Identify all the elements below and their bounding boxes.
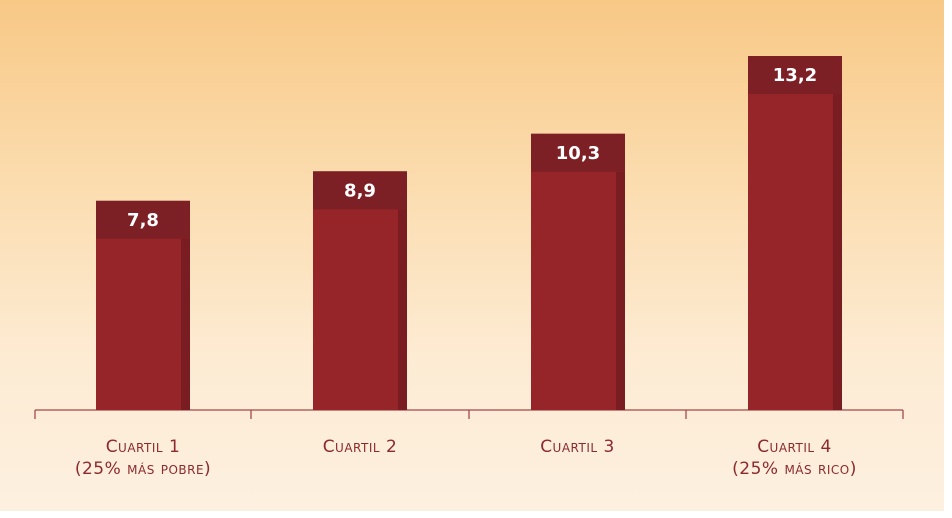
bar-shadow-cuartil-3 (616, 171, 625, 410)
value-label-cuartil-4: 13,2 (773, 65, 817, 86)
bar-shadow-cuartil-2 (398, 209, 407, 410)
bar-cuartil-4 (748, 56, 842, 410)
bar-cuartil-3 (531, 133, 625, 411)
bar-chart: 7,8 8,9 10,3 13,2 (34, 56, 904, 419)
category-label-line-1: Cuartil 1 (105, 437, 181, 457)
value-label-box-cuartil-4 (748, 56, 842, 94)
bar-shadow-cuartil-1 (181, 238, 190, 410)
category-label-cuartil-4: Cuartil 4 (25% más rico) (695, 436, 895, 480)
value-label-box-cuartil-1 (96, 200, 190, 239)
value-label-box-cuartil-3 (531, 133, 625, 172)
value-label-cuartil-3: 10,3 (556, 143, 600, 164)
value-label-box-cuartil-2 (313, 171, 407, 210)
bar-shadow-cuartil-4 (833, 94, 842, 410)
category-label-line-2: (25% más pobre) (74, 459, 212, 479)
category-label-line-1: Cuartil 2 (322, 437, 398, 457)
value-label-cuartil-1: 7,8 (127, 210, 159, 231)
value-label-cuartil-2: 8,9 (344, 180, 376, 201)
category-label-cuartil-2: Cuartil 2 (260, 436, 460, 458)
bar-cuartil-2 (313, 171, 407, 410)
category-label-line-2: (25% más rico) (732, 459, 857, 479)
category-label-line-1: Cuartil 4 (757, 437, 832, 457)
category-label-cuartil-1: Cuartil 1 (25% más pobre) (43, 436, 243, 480)
category-label-cuartil-3: Cuartil 3 (478, 436, 678, 458)
category-label-line-1: Cuartil 3 (540, 437, 615, 457)
chart-background: 7,8 8,9 10,3 13,2 Cuartil 1 (25% más pobre) C… (0, 0, 944, 511)
